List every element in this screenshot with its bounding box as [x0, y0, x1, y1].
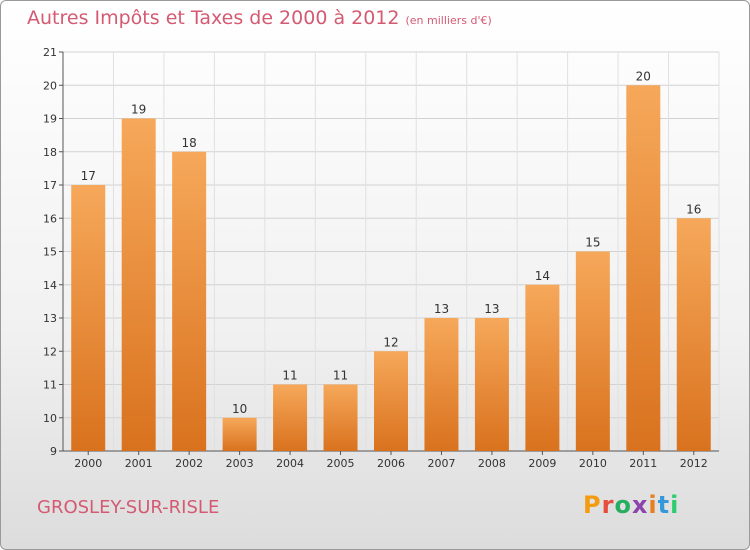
x-tick-label: 2011: [629, 457, 657, 470]
y-tick-label: 16: [43, 212, 57, 225]
bar-value-label: 10: [232, 402, 247, 416]
bar-value-label: 13: [434, 302, 449, 316]
bar: [424, 318, 459, 451]
y-tick-label: 13: [43, 312, 57, 325]
x-tick-label: 2012: [680, 457, 708, 470]
chart-subtitle: (en milliers d'€): [405, 14, 492, 27]
logo-letter: i: [648, 491, 658, 519]
y-tick-label: 15: [43, 246, 57, 259]
bar-value-label: 17: [81, 169, 96, 183]
bar: [374, 351, 408, 451]
proxiti-logo: Proxiti: [583, 491, 679, 519]
bar: [474, 318, 509, 451]
bar-value-label: 11: [282, 369, 297, 383]
x-tick-label: 2010: [579, 457, 607, 470]
bar: [525, 284, 560, 451]
bar-value-label: 14: [535, 269, 550, 283]
logo-letter: t: [657, 491, 671, 519]
logo-letter: x: [631, 491, 649, 519]
y-tick-label: 14: [43, 279, 57, 292]
y-tick-label: 21: [43, 46, 57, 59]
bar-value-label: 16: [686, 202, 701, 216]
bar: [323, 384, 358, 451]
bar-value-label: 15: [585, 236, 600, 250]
bar: [575, 251, 610, 451]
bar-value-label: 18: [182, 136, 197, 150]
x-tick-label: 2005: [327, 457, 355, 470]
bar: [676, 218, 711, 451]
y-tick-label: 18: [43, 146, 57, 159]
x-tick-label: 2004: [276, 457, 304, 470]
x-tick-label: 2009: [528, 457, 556, 470]
bar: [626, 85, 661, 451]
y-tick-label: 9: [50, 445, 57, 458]
x-tick-label: 2000: [74, 457, 102, 470]
y-tick-label: 11: [43, 379, 57, 392]
chart-title: Autres Impôts et Taxes de 2000 à 2012 (en…: [27, 7, 492, 29]
y-tick-label: 12: [43, 345, 57, 358]
x-tick-label: 2001: [125, 457, 153, 470]
bar-value-label: 20: [636, 69, 651, 83]
logo-letter: o: [614, 491, 632, 519]
logo-letter: P: [583, 491, 602, 519]
bar: [222, 417, 257, 451]
bar: [71, 185, 106, 451]
bar-value-label: 12: [383, 335, 398, 349]
x-tick-label: 2006: [377, 457, 405, 470]
x-tick-label: 2002: [175, 457, 203, 470]
bar: [273, 384, 308, 451]
y-tick-label: 10: [43, 412, 57, 425]
x-tick-label: 2007: [427, 457, 455, 470]
bar-value-label: 13: [484, 302, 499, 316]
y-tick-label: 20: [43, 79, 57, 92]
y-tick-label: 17: [43, 179, 57, 192]
bar: [172, 151, 207, 451]
chart-title-text: Autres Impôts et Taxes de 2000 à 2012: [27, 7, 400, 29]
logo-letter: i: [670, 491, 680, 519]
commune-name: GROSLEY-SUR-RISLE: [37, 497, 220, 518]
bar: [121, 118, 156, 451]
bar-value-label: 11: [333, 369, 348, 383]
y-tick-label: 19: [43, 113, 57, 126]
bar-value-label: 19: [131, 103, 146, 117]
bars: 17 19 18 10 11 11 12 13 13 14 15 20 16: [71, 69, 711, 451]
x-tick-label: 2008: [478, 457, 506, 470]
x-tick-label: 2003: [226, 457, 254, 470]
logo-letter: r: [601, 491, 615, 519]
